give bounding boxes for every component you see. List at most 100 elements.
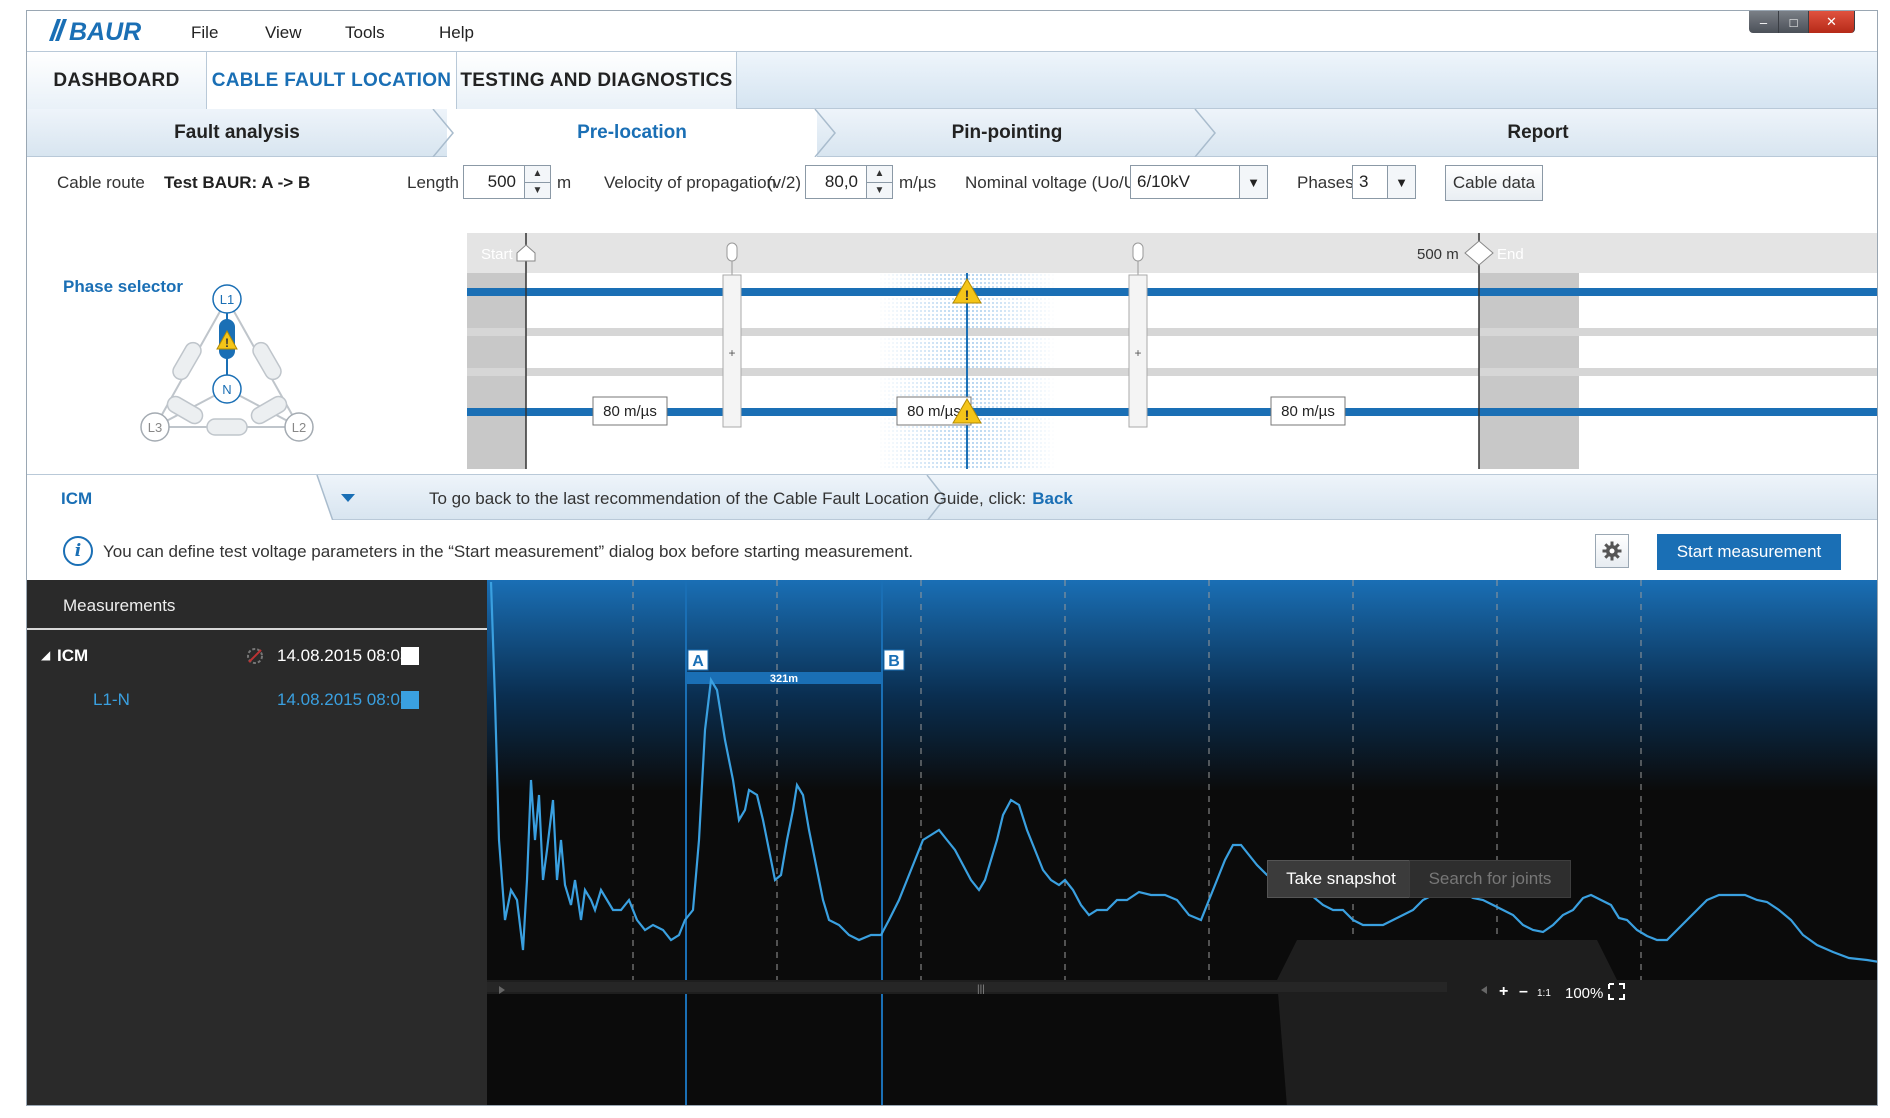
node-n[interactable]: N: [222, 382, 231, 397]
joint-1[interactable]: +: [722, 242, 742, 428]
info-text: You can define test voltage parameters i…: [103, 542, 914, 561]
cable-data-button[interactable]: Cable data: [1445, 165, 1543, 201]
tab-cable-fault-location[interactable]: CABLE FAULT LOCATION: [207, 52, 457, 109]
measurements-panel: Measurements ◢ ICM 14.08.2015 08:03 L1-N…: [27, 580, 487, 1105]
spin-up-icon[interactable]: ▲: [867, 166, 892, 183]
scroll-right-icon[interactable]: [1481, 986, 1487, 994]
workflow-steps: Fault analysis Pre-location Pin-pointing…: [27, 109, 1877, 157]
phases-select[interactable]: 3 ▼: [1352, 165, 1416, 199]
zoom-out-icon[interactable]: –: [1519, 983, 1528, 1000]
node-l1[interactable]: L1: [220, 292, 234, 307]
step-chevrons: [432, 109, 1216, 157]
end-marker-icon[interactable]: [1464, 240, 1494, 266]
cursor-a-marker[interactable]: [687, 649, 709, 671]
step-pin-pointing[interactable]: Pin-pointing: [951, 122, 1063, 143]
phases-label: Phases: [1297, 173, 1354, 192]
phase-line-l1[interactable]: [467, 288, 1878, 296]
mode-select[interactable]: ICM: [61, 489, 93, 508]
spin-up-icon[interactable]: ▲: [525, 166, 550, 183]
length-input[interactable]: 500 ▲ ▼: [463, 165, 551, 199]
trace-plot[interactable]: A B 321m ||| + – 1:1 100% Take snapshot …: [487, 580, 1878, 1106]
measurements-title: Measurements: [27, 580, 487, 630]
cable-diagram[interactable]: L1 L2 L3 N Start 500 m End + + 80 m/µs: [467, 233, 1878, 469]
chevron-down-icon[interactable]: ▼: [1387, 166, 1415, 198]
phase-line-l3[interactable]: [467, 368, 1878, 376]
distance-bar: [686, 672, 882, 684]
measurement-name: L1-N: [93, 690, 130, 709]
back-link[interactable]: Back: [1032, 489, 1073, 508]
trace-canvas[interactable]: A B 321m ||| + – 1:1 100%: [487, 580, 1878, 1106]
measurement-row-l1-n[interactable]: L1-N 14.08.2015 08:03: [27, 676, 487, 724]
velocity-label-3[interactable]: 80 m/µs: [1270, 396, 1346, 426]
tab-dashboard[interactable]: DASHBOARD: [27, 52, 207, 109]
cursor-a-label: A: [692, 653, 704, 670]
trace-line-l1-n[interactable]: [489, 581, 1878, 963]
cursor-b-marker[interactable]: [883, 649, 905, 671]
cable-route-label: Cable route: [57, 173, 145, 192]
velocity-text-3: 80 m/µs: [1281, 403, 1335, 420]
phase-line-l2[interactable]: [467, 328, 1878, 336]
start-label: Start: [481, 246, 514, 263]
node-l2[interactable]: L2: [292, 420, 306, 435]
velocity-input[interactable]: 80,0 ▲ ▼: [805, 165, 893, 199]
svg-text:!: !: [965, 407, 970, 423]
minimize-button[interactable]: –: [1749, 11, 1779, 33]
scroll-left-icon[interactable]: [499, 986, 505, 994]
phase-selector-title: Phase selector: [63, 277, 184, 296]
start-measurement-button[interactable]: Start measurement: [1657, 534, 1841, 570]
phases-value[interactable]: 3: [1359, 172, 1369, 191]
menu-bar: BAUR File View Tools Help – □ ✕: [27, 11, 1877, 51]
take-snapshot-button[interactable]: Take snapshot: [1267, 860, 1415, 898]
menu-view[interactable]: View: [265, 23, 302, 42]
guide-bar: ICM To go back to the last recommendatio…: [27, 474, 1877, 521]
settings-button[interactable]: [1595, 534, 1629, 568]
length-spinner[interactable]: ▲ ▼: [524, 166, 550, 198]
velocity-label: Velocity of propagation: [604, 173, 777, 192]
tab-testing-diagnostics[interactable]: TESTING AND DIAGNOSTICS: [457, 52, 737, 109]
joint-symbol: +: [1134, 346, 1141, 360]
zoom-in-icon[interactable]: +: [1499, 983, 1508, 1000]
expand-triangle-icon[interactable]: ◢: [41, 648, 51, 662]
diagram-header: [467, 233, 1877, 273]
node-l3[interactable]: L3: [148, 420, 162, 435]
measurement-color-checkbox[interactable]: [401, 691, 419, 709]
velocity-spinner[interactable]: ▲ ▼: [866, 166, 892, 198]
phase-line-n[interactable]: [467, 408, 1878, 416]
spin-down-icon[interactable]: ▼: [532, 184, 543, 196]
info-icon: i: [63, 536, 93, 566]
measurement-color-checkbox[interactable]: [401, 647, 419, 665]
start-marker-icon[interactable]: [516, 244, 536, 262]
fullscreen-icon[interactable]: [1608, 983, 1625, 1000]
step-pre-location[interactable]: Pre-location: [577, 122, 687, 143]
parameters-row: Cable route Test BAUR: A -> B Length 500…: [27, 157, 1877, 207]
warning-icon: !: [952, 398, 982, 424]
recording-icon: [247, 648, 263, 664]
voltage-select[interactable]: 6/10kV ▼: [1130, 165, 1268, 199]
voltage-value[interactable]: 6/10kV: [1137, 172, 1190, 191]
velocity-value[interactable]: 80,0: [824, 172, 858, 191]
length-value[interactable]: 500: [487, 172, 516, 191]
maximize-button[interactable]: □: [1779, 11, 1809, 33]
menu-tools[interactable]: Tools: [345, 23, 385, 42]
horizontal-scrollbar[interactable]: [487, 982, 1447, 992]
joint-2[interactable]: +: [1128, 242, 1148, 428]
close-button[interactable]: ✕: [1809, 11, 1855, 33]
cable-route-value: Test BAUR: A -> B: [164, 173, 311, 192]
info-row: i You can define test voltage parameters…: [27, 520, 1877, 580]
measurement-row-icm[interactable]: ◢ ICM 14.08.2015 08:03: [27, 632, 487, 680]
velocity-label-1[interactable]: 80 m/µs: [592, 396, 668, 426]
step-report[interactable]: Report: [1507, 122, 1569, 143]
chevron-down-icon[interactable]: ▼: [1239, 166, 1267, 198]
search-joints-button[interactable]: Search for joints: [1409, 860, 1571, 898]
chevron-down-icon[interactable]: [341, 494, 355, 502]
measurement-date: 14.08.2015 08:03: [277, 690, 410, 709]
app-window: BAUR File View Tools Help – □ ✕ DASHBOAR…: [26, 10, 1878, 1106]
step-fault-analysis[interactable]: Fault analysis: [174, 122, 300, 143]
menu-file[interactable]: File: [191, 23, 219, 42]
zoom-reset-button[interactable]: 1:1: [1537, 988, 1551, 999]
menu-help[interactable]: Help: [439, 23, 474, 42]
scroll-grip-icon[interactable]: |||: [977, 984, 985, 995]
velocity-text-2: 80 m/µs: [907, 403, 961, 420]
spin-down-icon[interactable]: ▼: [874, 184, 885, 196]
guide-message-text: To go back to the last recommendation of…: [429, 489, 1027, 508]
